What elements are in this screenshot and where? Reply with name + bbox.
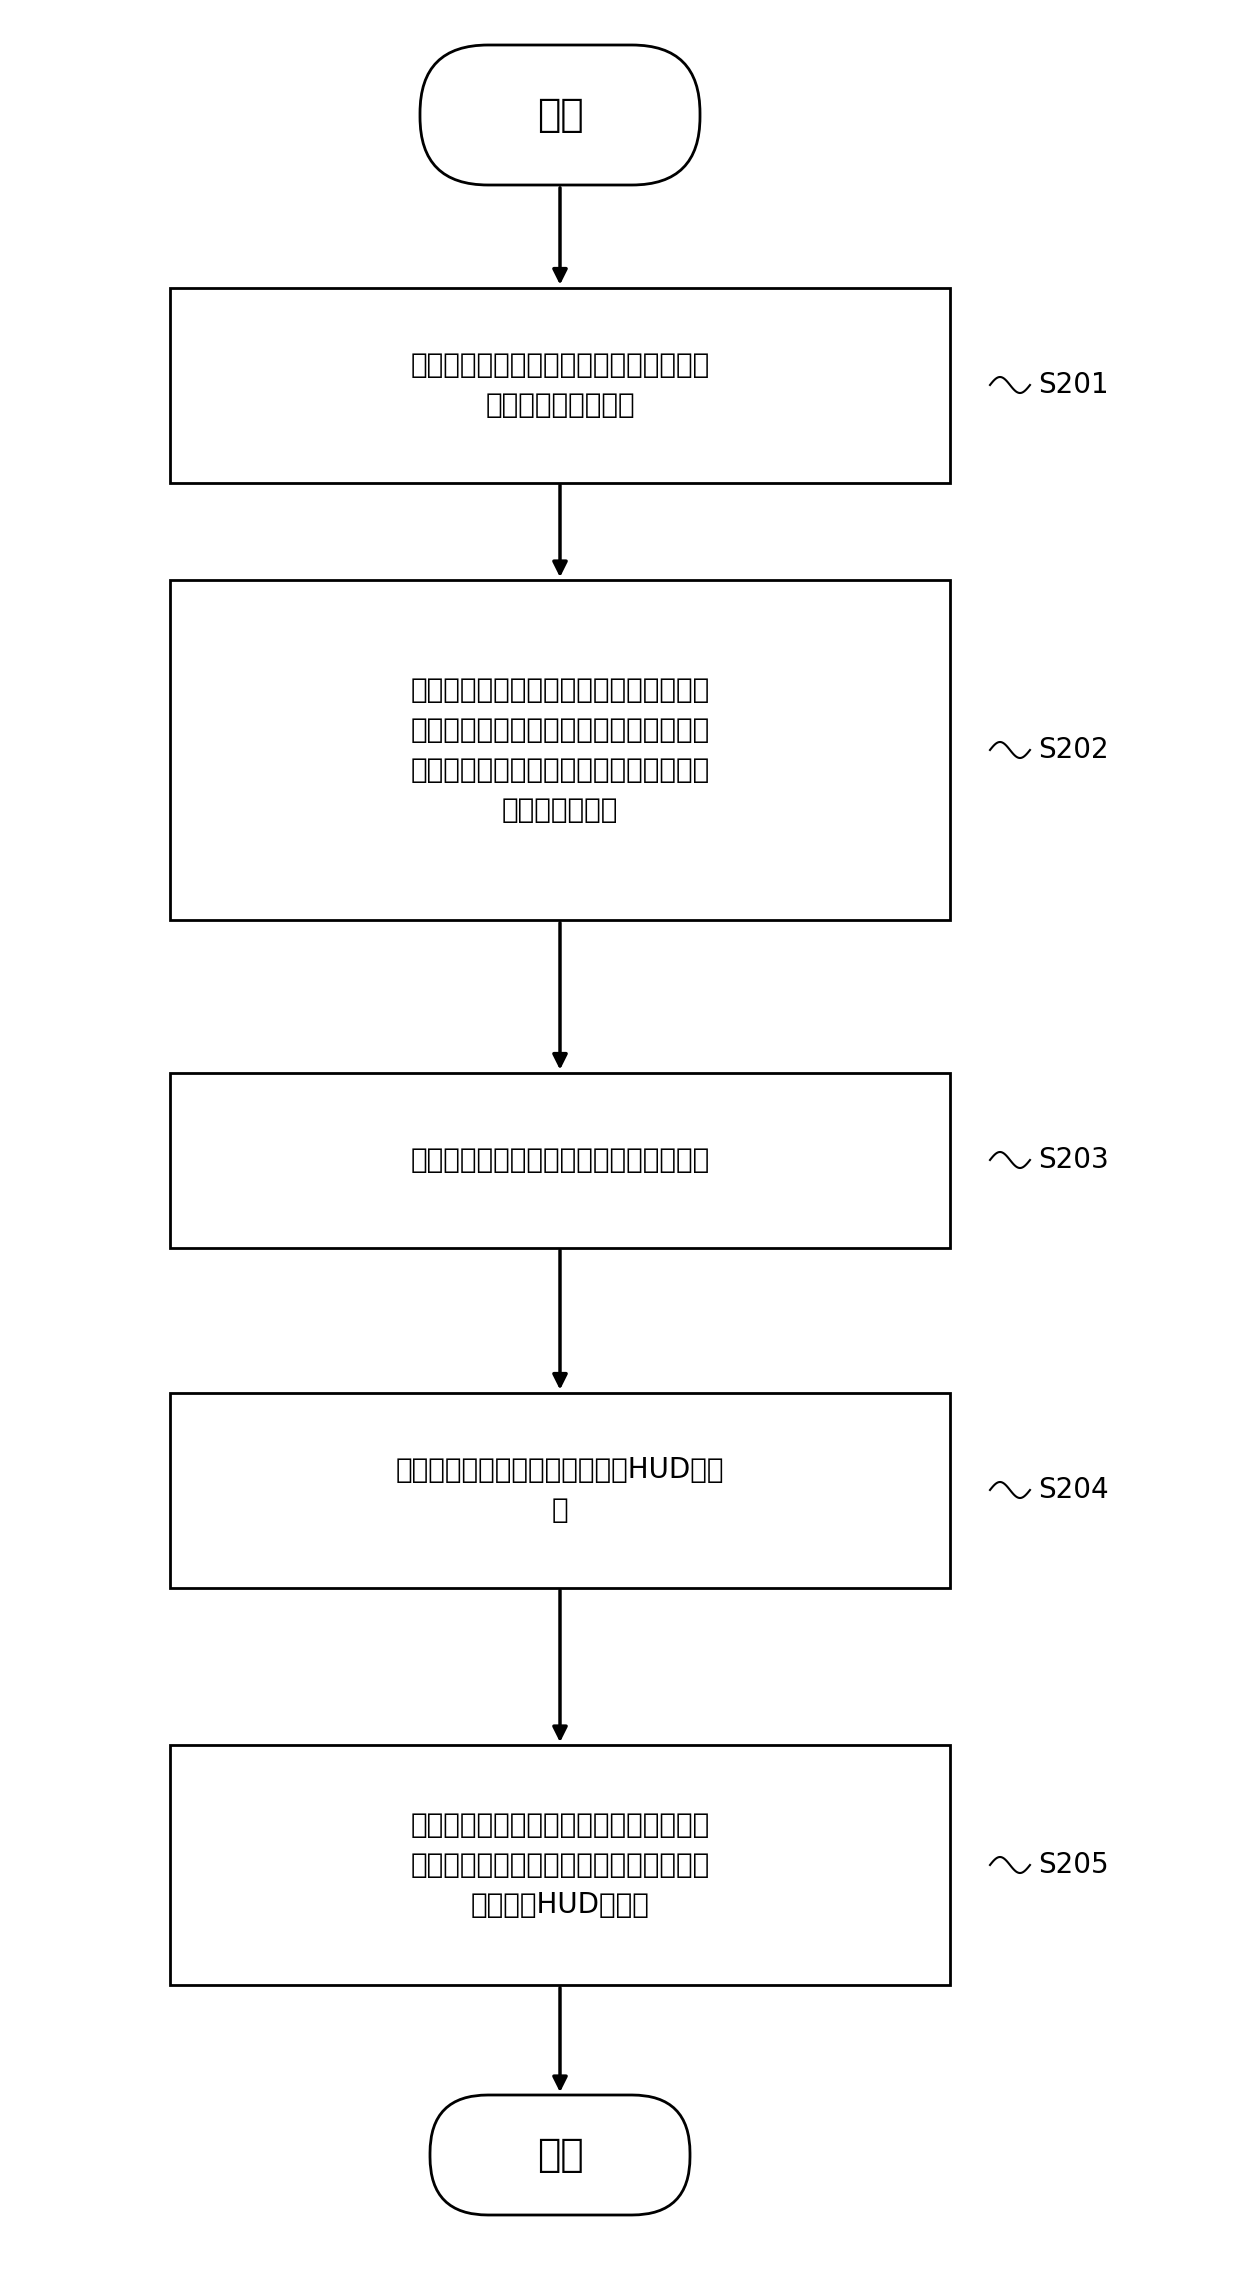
Text: 将所述路线指示信息转换为三维立体影像: 将所述路线指示信息转换为三维立体影像: [410, 1146, 709, 1174]
Text: S205: S205: [1038, 1850, 1109, 1880]
FancyBboxPatch shape: [170, 581, 950, 919]
Text: S201: S201: [1038, 370, 1109, 400]
Text: 开始: 开始: [537, 95, 583, 134]
FancyBboxPatch shape: [420, 45, 701, 184]
FancyBboxPatch shape: [430, 2095, 689, 2216]
Text: S202: S202: [1038, 735, 1109, 765]
Text: 将所述三维立体影像投射在所述HUD设备
上: 将所述三维立体影像投射在所述HUD设备 上: [396, 1455, 724, 1523]
FancyBboxPatch shape: [170, 1071, 950, 1249]
Text: 获取车辆的地理位置信息，并将所述地理
位置信息与所述路线指示信息进行处理，
以使得所述路线指示信息与所述车辆当前
所在位置相匹配: 获取车辆的地理位置信息，并将所述地理 位置信息与所述路线指示信息进行处理， 以使…: [410, 676, 709, 824]
FancyBboxPatch shape: [170, 288, 950, 484]
Text: 根据车辆的驾驶信息，实时更新所述三维
立体影像，并将更新后的三维立体影像投
射在所述HUD设备上: 根据车辆的驾驶信息，实时更新所述三维 立体影像，并将更新后的三维立体影像投 射在…: [410, 1811, 709, 1918]
Text: S203: S203: [1038, 1146, 1109, 1174]
Text: 结束: 结束: [537, 2136, 583, 2175]
FancyBboxPatch shape: [170, 1746, 950, 1984]
Text: 对地图路口数据进行处理以识别地图路口
数据中路线指示信息: 对地图路口数据进行处理以识别地图路口 数据中路线指示信息: [410, 352, 709, 420]
FancyBboxPatch shape: [170, 1392, 950, 1587]
Text: S204: S204: [1038, 1476, 1109, 1505]
